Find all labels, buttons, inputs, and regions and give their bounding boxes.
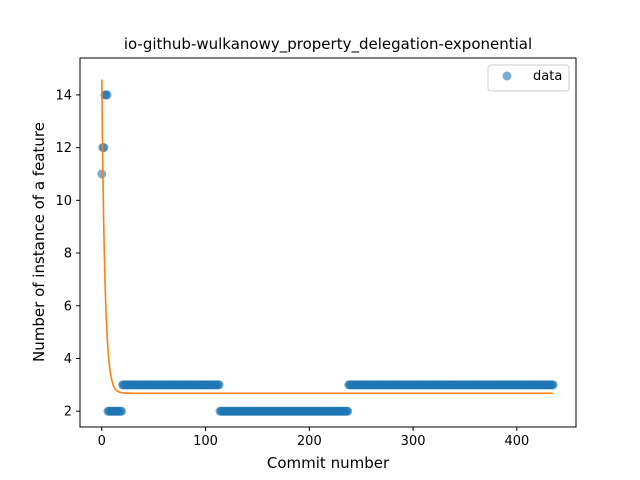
x-tick-label: 200 xyxy=(297,434,322,449)
y-tick-label: 2 xyxy=(64,405,72,420)
plot-frame xyxy=(79,57,577,428)
x-tick-label: 0 xyxy=(98,434,106,449)
data-point xyxy=(102,90,112,100)
axis-ticks: 0 100 200 300 400 2 4 6 8 10 12 14 xyxy=(55,88,529,449)
y-tick-label: 14 xyxy=(55,88,72,103)
x-axis-title: Commit number xyxy=(267,454,390,472)
data-point xyxy=(214,380,224,390)
x-tick-label: 300 xyxy=(401,434,426,449)
chart-title: io-github-wulkanowy_property_delegation-… xyxy=(124,35,532,54)
x-tick-label: 400 xyxy=(504,434,529,449)
x-tick-label: 100 xyxy=(193,434,218,449)
legend-marker-data xyxy=(502,71,512,81)
y-tick-label: 6 xyxy=(64,299,72,314)
fit-line-exponential xyxy=(100,79,554,395)
y-axis-title: Number of instance of a feature xyxy=(30,122,48,362)
data-point xyxy=(97,169,107,179)
y-tick-label: 4 xyxy=(64,352,72,367)
scatter-series-data xyxy=(97,90,558,416)
y-tick-label: 10 xyxy=(55,194,72,209)
data-point xyxy=(343,406,353,416)
data-point xyxy=(99,143,109,153)
legend-label-data: data xyxy=(533,69,562,84)
data-point xyxy=(548,380,558,390)
y-tick-label: 12 xyxy=(55,141,72,156)
legend-frame xyxy=(487,64,570,92)
y-tick-label: 8 xyxy=(64,247,72,262)
legend: data xyxy=(487,64,570,92)
data-point xyxy=(117,406,127,416)
